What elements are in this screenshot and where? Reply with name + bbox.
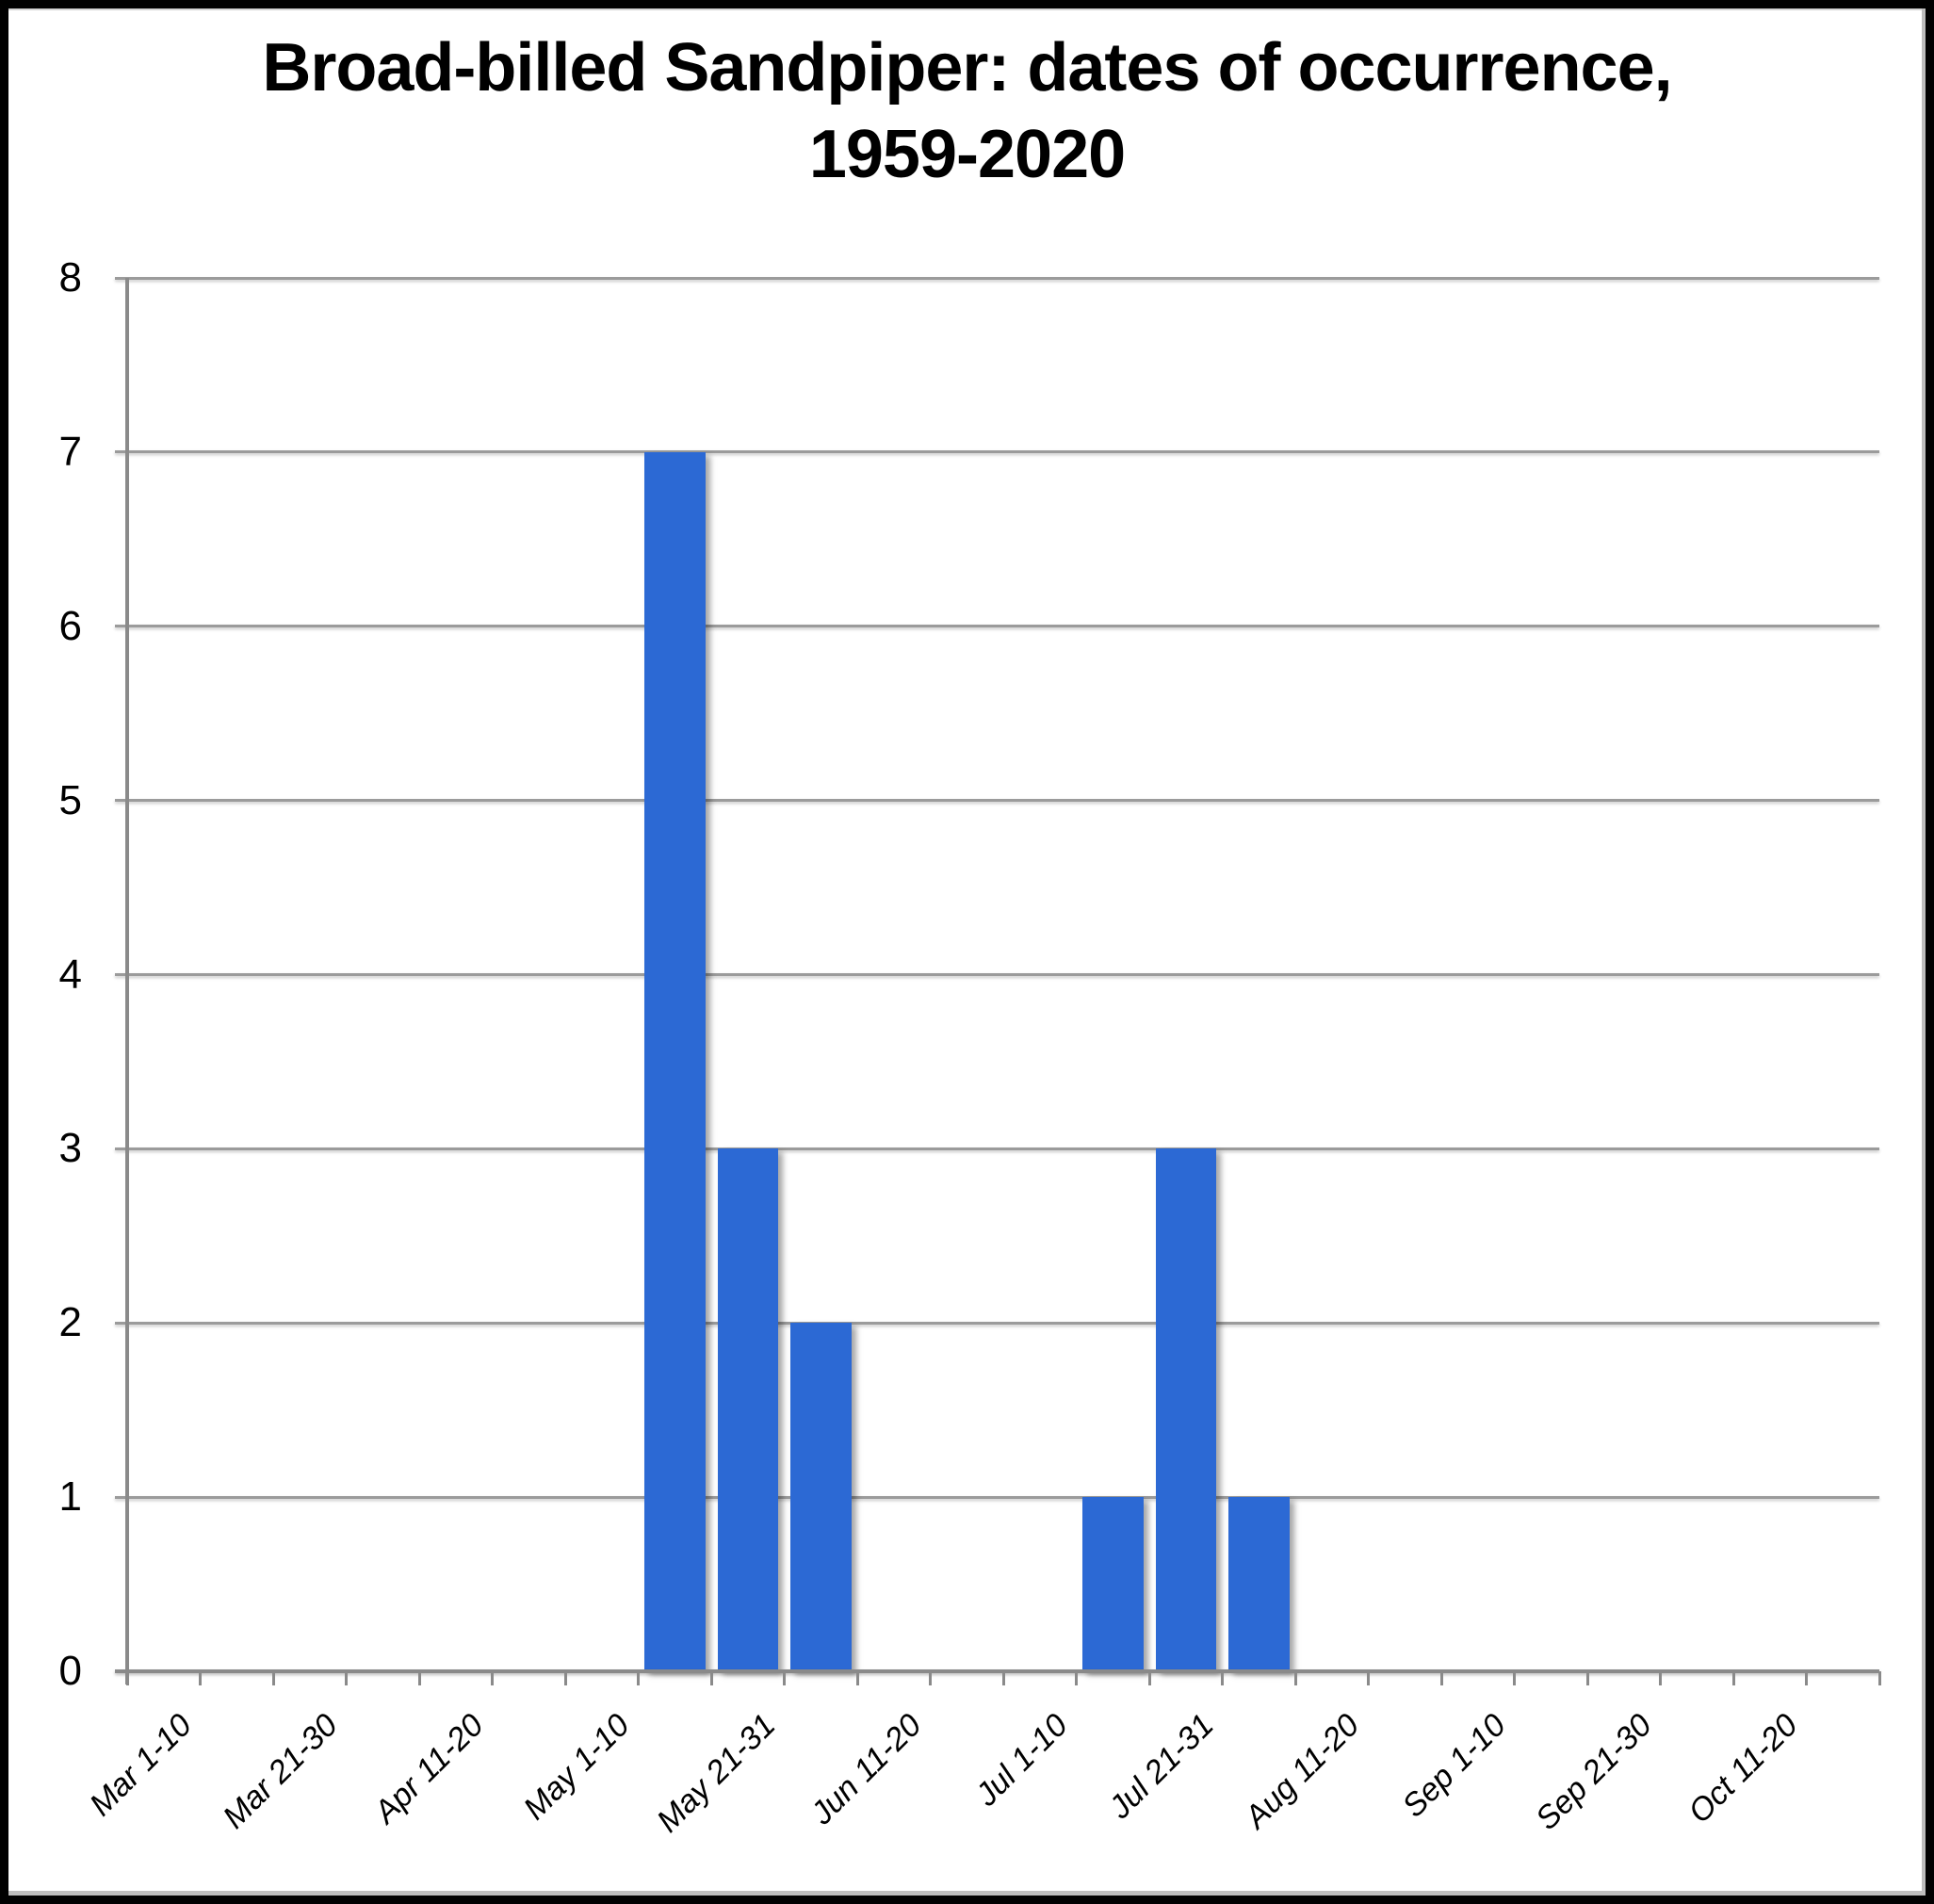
- x-axis-label-aug-11-20: Aug 11-20: [1238, 1707, 1367, 1836]
- x-axis-tick: [125, 1671, 129, 1685]
- x-axis-label-jul-21-31: Jul 21-31: [1101, 1707, 1221, 1826]
- x-axis-tick: [491, 1671, 494, 1685]
- x-axis-tick: [1659, 1671, 1662, 1685]
- bar-may-11-20: [644, 451, 706, 1671]
- y-axis-label-5: 5: [58, 776, 82, 823]
- x-axis-tick: [1877, 1671, 1881, 1685]
- x-axis-tick: [1293, 1671, 1297, 1685]
- x-axis-tick: [1439, 1671, 1443, 1685]
- bar-aug-1-10: [1228, 1497, 1290, 1671]
- gridline-y-8: [115, 276, 1879, 280]
- x-axis-label-sep-1-10: Sep 1-10: [1395, 1707, 1513, 1825]
- y-axis-label-6: 6: [58, 602, 82, 649]
- y-axis-label-8: 8: [58, 254, 82, 301]
- gridline-y-2: [115, 1321, 1879, 1325]
- plot-area: 0 1 2 3 4 5 6 7 8 Mar 1-10 Mar 21-30 Apr 11-20 May 1…: [59, 254, 1881, 1839]
- y-axis-label-2: 2: [58, 1299, 82, 1346]
- y-axis-label-1: 1: [58, 1473, 82, 1521]
- x-axis-label-apr-11-20: Apr 11-20: [366, 1707, 491, 1831]
- x-axis-label-mar-1-10: Mar 1-10: [82, 1707, 199, 1824]
- x-axis-tick: [271, 1671, 275, 1685]
- x-axis-label-may-21-31: May 21-31: [650, 1707, 783, 1840]
- x-axis-tick: [563, 1671, 567, 1685]
- x-axis-tick: [1513, 1671, 1516, 1685]
- bar-may-21-31: [717, 1148, 778, 1671]
- x-axis-tick: [345, 1671, 348, 1685]
- gridline-y-6: [115, 625, 1879, 628]
- x-axis-label-jul-1-10: Jul 1-10: [968, 1707, 1075, 1814]
- x-axis-label-may-1-10: May 1-10: [516, 1707, 637, 1828]
- x-axis-line: [115, 1669, 1879, 1673]
- y-axis-label-0: 0: [58, 1648, 82, 1694]
- bar-jul-21-31: [1155, 1148, 1216, 1671]
- x-axis-tick: [1147, 1671, 1151, 1685]
- x-axis-tick: [1075, 1671, 1078, 1685]
- x-axis-tick: [199, 1671, 202, 1685]
- x-axis-label-jun-11-20: Jun 11-20: [804, 1707, 929, 1832]
- x-axis-tick: [855, 1671, 859, 1685]
- x-axis-tick: [1585, 1671, 1589, 1685]
- x-axis-tick: [1001, 1671, 1005, 1685]
- chart-title-line2: 1959-2020: [808, 117, 1126, 193]
- bar-jun-1-10: [790, 1323, 852, 1671]
- chart-title: Broad-billed Sandpiper: dates of occurre…: [0, 24, 1934, 198]
- x-axis-tick: [1805, 1671, 1808, 1685]
- x-axis-tick: [637, 1671, 640, 1685]
- x-axis-tick: [709, 1671, 713, 1685]
- x-axis-label-oct-11-20: Oct 11-20: [1681, 1707, 1805, 1831]
- x-axis-label-mar-21-30: Mar 21-30: [216, 1707, 345, 1836]
- y-axis-label-3: 3: [58, 1125, 82, 1172]
- x-axis-tick: [1731, 1671, 1735, 1685]
- gridline-y-5: [115, 799, 1879, 803]
- x-axis-tick: [1221, 1671, 1224, 1685]
- x-axis-label-sep-21-30: Sep 21-30: [1528, 1707, 1659, 1837]
- x-axis-tick: [783, 1671, 786, 1685]
- y-axis-line: [125, 278, 129, 1684]
- gridline-y-7: [115, 450, 1879, 454]
- x-axis-tick: [1367, 1671, 1370, 1685]
- gridline-y-4: [115, 973, 1879, 976]
- chart-title-line1: Broad-billed Sandpiper: dates of occurre…: [262, 30, 1672, 106]
- y-axis-label-4: 4: [58, 951, 82, 998]
- gridline-y-1: [115, 1495, 1879, 1499]
- bar-jul-11-20: [1082, 1497, 1144, 1671]
- x-axis-tick: [417, 1671, 421, 1685]
- y-axis-label-7: 7: [58, 428, 82, 475]
- x-axis-tick: [929, 1671, 932, 1685]
- gridline-y-3: [115, 1147, 1879, 1150]
